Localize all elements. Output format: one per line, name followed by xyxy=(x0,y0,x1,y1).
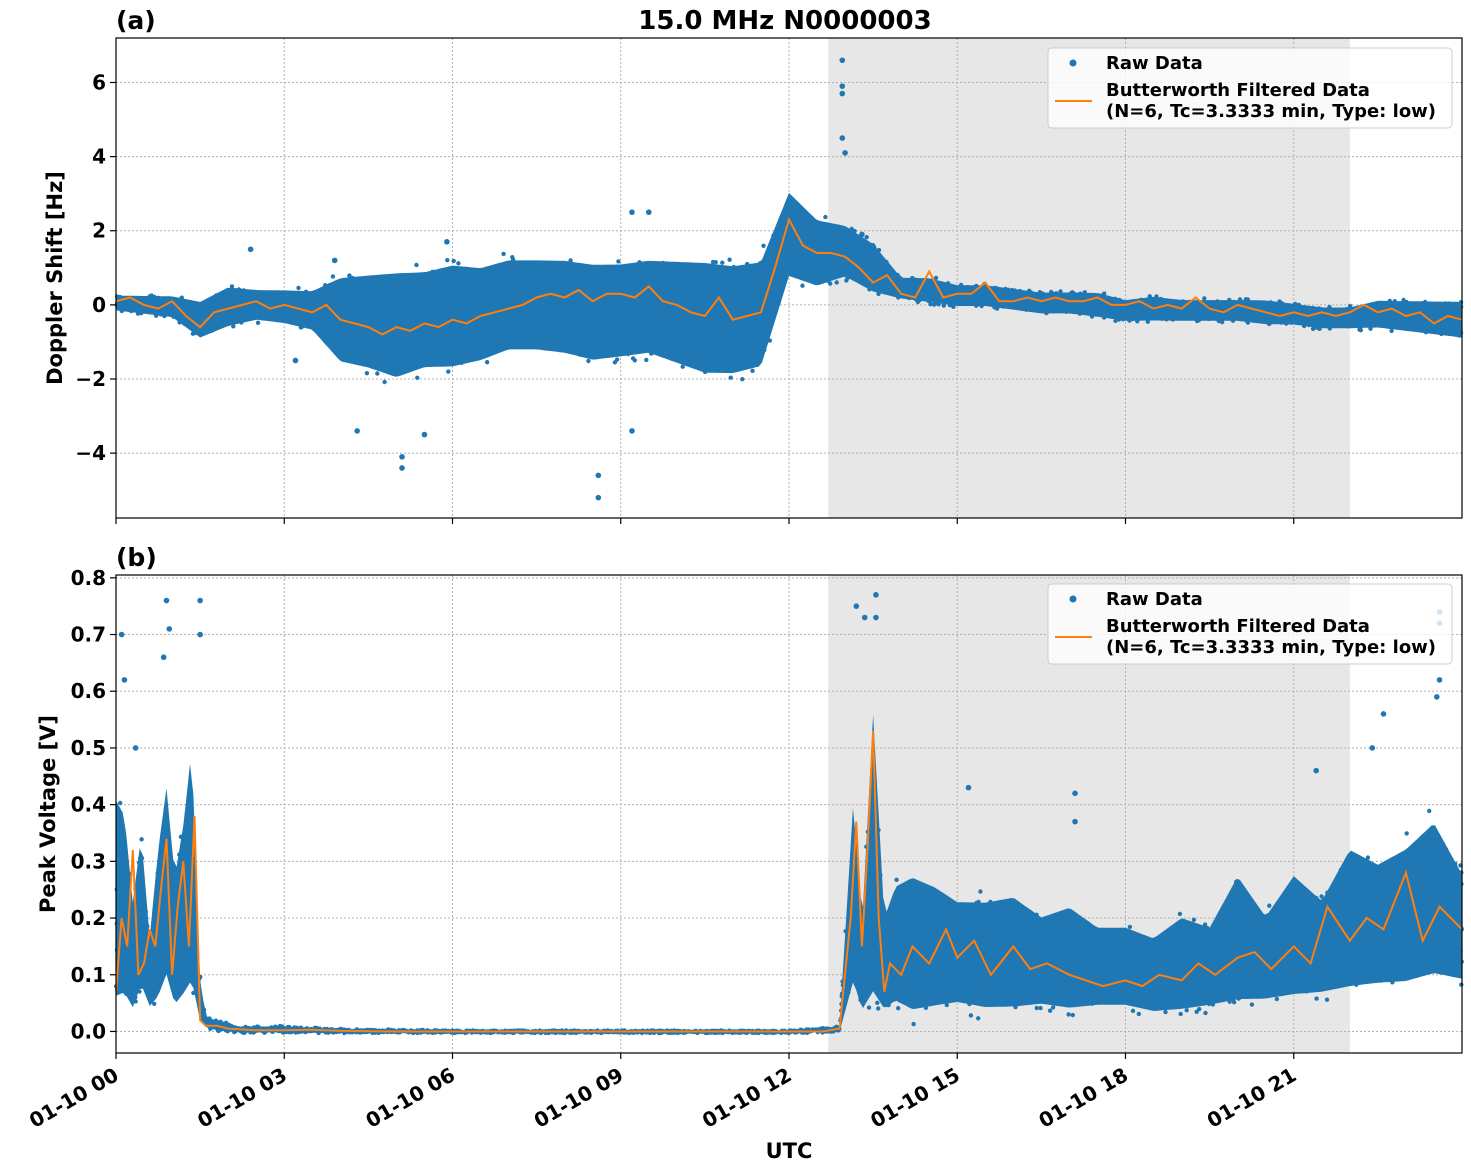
panel-b-ytick-label: 0.6 xyxy=(71,679,106,703)
panel-b-raw-data-group xyxy=(113,592,1464,1036)
panel-a-raw-outlier-point xyxy=(629,428,635,434)
panel-a-raw-outlier-point xyxy=(331,257,338,264)
panel-a-ytick-label: −4 xyxy=(75,441,106,465)
legend-filtered-label-line1: Butterworth Filtered Data xyxy=(1106,80,1370,101)
legend-filtered-label-line2: (N=6, Tc=3.3333 min, Type: low) xyxy=(1106,637,1436,658)
panel-b-xtick-label: 01-10 21 xyxy=(1203,1063,1301,1133)
panel-a-ylabel: Doppler Shift [Hz] xyxy=(43,171,67,385)
legend-raw-label: Raw Data xyxy=(1106,53,1203,74)
panel-a-raw-outlier-point xyxy=(399,454,405,460)
chart-title: 15.0 MHz N0000003 xyxy=(638,6,931,36)
panel-b-xtick-label: 01-10 06 xyxy=(361,1063,459,1133)
legend-raw-marker xyxy=(1069,59,1077,67)
panel-b-ytick-label: 0.8 xyxy=(71,566,106,590)
legend-box xyxy=(1047,583,1453,665)
panel-b-xtick-label: 01-10 00 xyxy=(25,1063,123,1133)
panel-b-filtered-line xyxy=(115,730,1463,1033)
panel-b-raw-outlier-point xyxy=(1072,790,1078,797)
panel-a-raw-outlier-point xyxy=(859,231,865,238)
panel-a-ytick-label: −2 xyxy=(75,367,106,391)
panel-b: (b) Peak Voltage [V] 0.0 0.1 0.2 0.3 0.4 0.5 0… xyxy=(25,543,1464,1133)
panel-b-legend: Raw Data Butterworth Filtered Data (N=6,… xyxy=(1047,583,1453,665)
panel-b-raw-outlier-point xyxy=(853,603,860,609)
panel-a-raw-outlier-point xyxy=(354,428,360,434)
panel-a-raw-outlier-point xyxy=(842,150,848,156)
panel-a-raw-outlier-point xyxy=(247,246,254,253)
panel-b-raw-outlier-point xyxy=(1369,745,1376,751)
panel-b-xtick-label: 01-10 09 xyxy=(530,1063,628,1133)
panel-b-raw-outlier-point xyxy=(873,592,879,598)
panel-b-xtick-label: 01-10 18 xyxy=(1034,1063,1132,1133)
panel-b-raw-outlier-point xyxy=(861,614,868,621)
panel-a-raw-data-group xyxy=(114,57,1464,501)
panel-b-ytick-label: 0.4 xyxy=(71,793,106,817)
panel-b-raw-outlier-point xyxy=(197,631,203,638)
x-axis-label: UTC xyxy=(766,1139,813,1163)
panel-b-raw-outlier-point xyxy=(1436,677,1443,683)
panel-b-raw-outlier-point xyxy=(132,745,139,751)
panel-b-raw-outlier-point xyxy=(197,597,203,604)
legend-raw-label: Raw Data xyxy=(1106,589,1203,610)
panel-a-raw-outlier-point xyxy=(839,135,846,141)
panel-b-raw-outlier-point xyxy=(1380,711,1387,717)
panel-a-ticks: −4 −2 0 2 4 6 xyxy=(75,70,1295,524)
legend-filtered-label-line1: Butterworth Filtered Data xyxy=(1106,616,1370,637)
panel-b-raw-outlier-point xyxy=(160,654,167,661)
panel-b-ytick-label: 0.7 xyxy=(71,623,106,647)
panel-a-raw-outlier-point xyxy=(444,239,450,245)
panel-a-filtered-line-group xyxy=(115,216,1463,336)
panel-a-raw-outlier-point xyxy=(399,465,405,471)
panel-a-raw-outlier-point xyxy=(292,357,299,364)
panel-b-filtered-line-group xyxy=(115,730,1463,1033)
panel-b-raw-outlier-point xyxy=(965,784,972,791)
panel-a-ytick-label: 2 xyxy=(92,219,106,243)
panel-a-raw-outlier-point xyxy=(595,494,602,501)
panel-a-label: (a) xyxy=(116,6,156,35)
panel-b-ytick-label: 0.1 xyxy=(71,963,106,987)
panel-b-label: (b) xyxy=(116,543,157,572)
panel-b-raw-outlier-point xyxy=(118,631,125,638)
panel-a-raw-outlier-point xyxy=(645,209,652,216)
panel-b-ylabel: Peak Voltage [V] xyxy=(36,715,60,913)
panel-b-raw-outlier-point xyxy=(1433,694,1440,700)
panel-b-ytick-label: 0.0 xyxy=(71,1019,106,1043)
panel-a-raw-outlier-point xyxy=(421,431,428,438)
panel-a-raw-outlier-point xyxy=(595,472,602,479)
panel-a-raw-outlier-point xyxy=(839,57,846,64)
panel-b-xtick-label: 01-10 15 xyxy=(866,1063,964,1133)
panel-a-raw-band xyxy=(116,192,1462,377)
panel-b-xtick-label: 01-10 12 xyxy=(698,1063,796,1133)
panel-a-raw-outlier-point xyxy=(629,209,635,216)
panel-a-raw-outlier-point xyxy=(839,83,846,89)
panel-b-raw-outlier-point xyxy=(1313,767,1319,774)
panel-b-raw-outlier-point xyxy=(166,626,173,632)
legend-box xyxy=(1047,47,1453,129)
panel-b-ytick-label: 0.2 xyxy=(71,906,106,930)
panel-b-raw-outlier-point xyxy=(873,614,879,621)
panel-a-filtered-line xyxy=(115,216,1463,336)
panel-b-raw-outlier-point xyxy=(163,597,170,604)
panel-a-ytick-label: 0 xyxy=(92,293,106,317)
panel-b-raw-band xyxy=(116,714,1462,1033)
panel-a: (a) Doppler Shift [Hz] −4 −2 0 2 4 6 Raw Data… xyxy=(43,6,1464,524)
panel-b-raw-outlier-point xyxy=(1072,818,1078,825)
panel-a-raw-outlier-point xyxy=(839,90,846,97)
panel-b-raw-outlier-point xyxy=(121,677,128,683)
legend-filtered-label-line2: (N=6, Tc=3.3333 min, Type: low) xyxy=(1106,101,1436,122)
legend-raw-marker xyxy=(1069,595,1077,603)
panel-b-ytick-label: 0.3 xyxy=(71,849,106,873)
panel-a-ytick-label: 6 xyxy=(92,70,106,94)
panel-b-xtick-label: 01-10 03 xyxy=(193,1063,291,1133)
panel-a-legend: Raw Data Butterworth Filtered Data (N=6,… xyxy=(1047,47,1453,129)
panel-b-ytick-label: 0.5 xyxy=(71,736,106,760)
panel-a-ytick-label: 4 xyxy=(92,145,106,169)
